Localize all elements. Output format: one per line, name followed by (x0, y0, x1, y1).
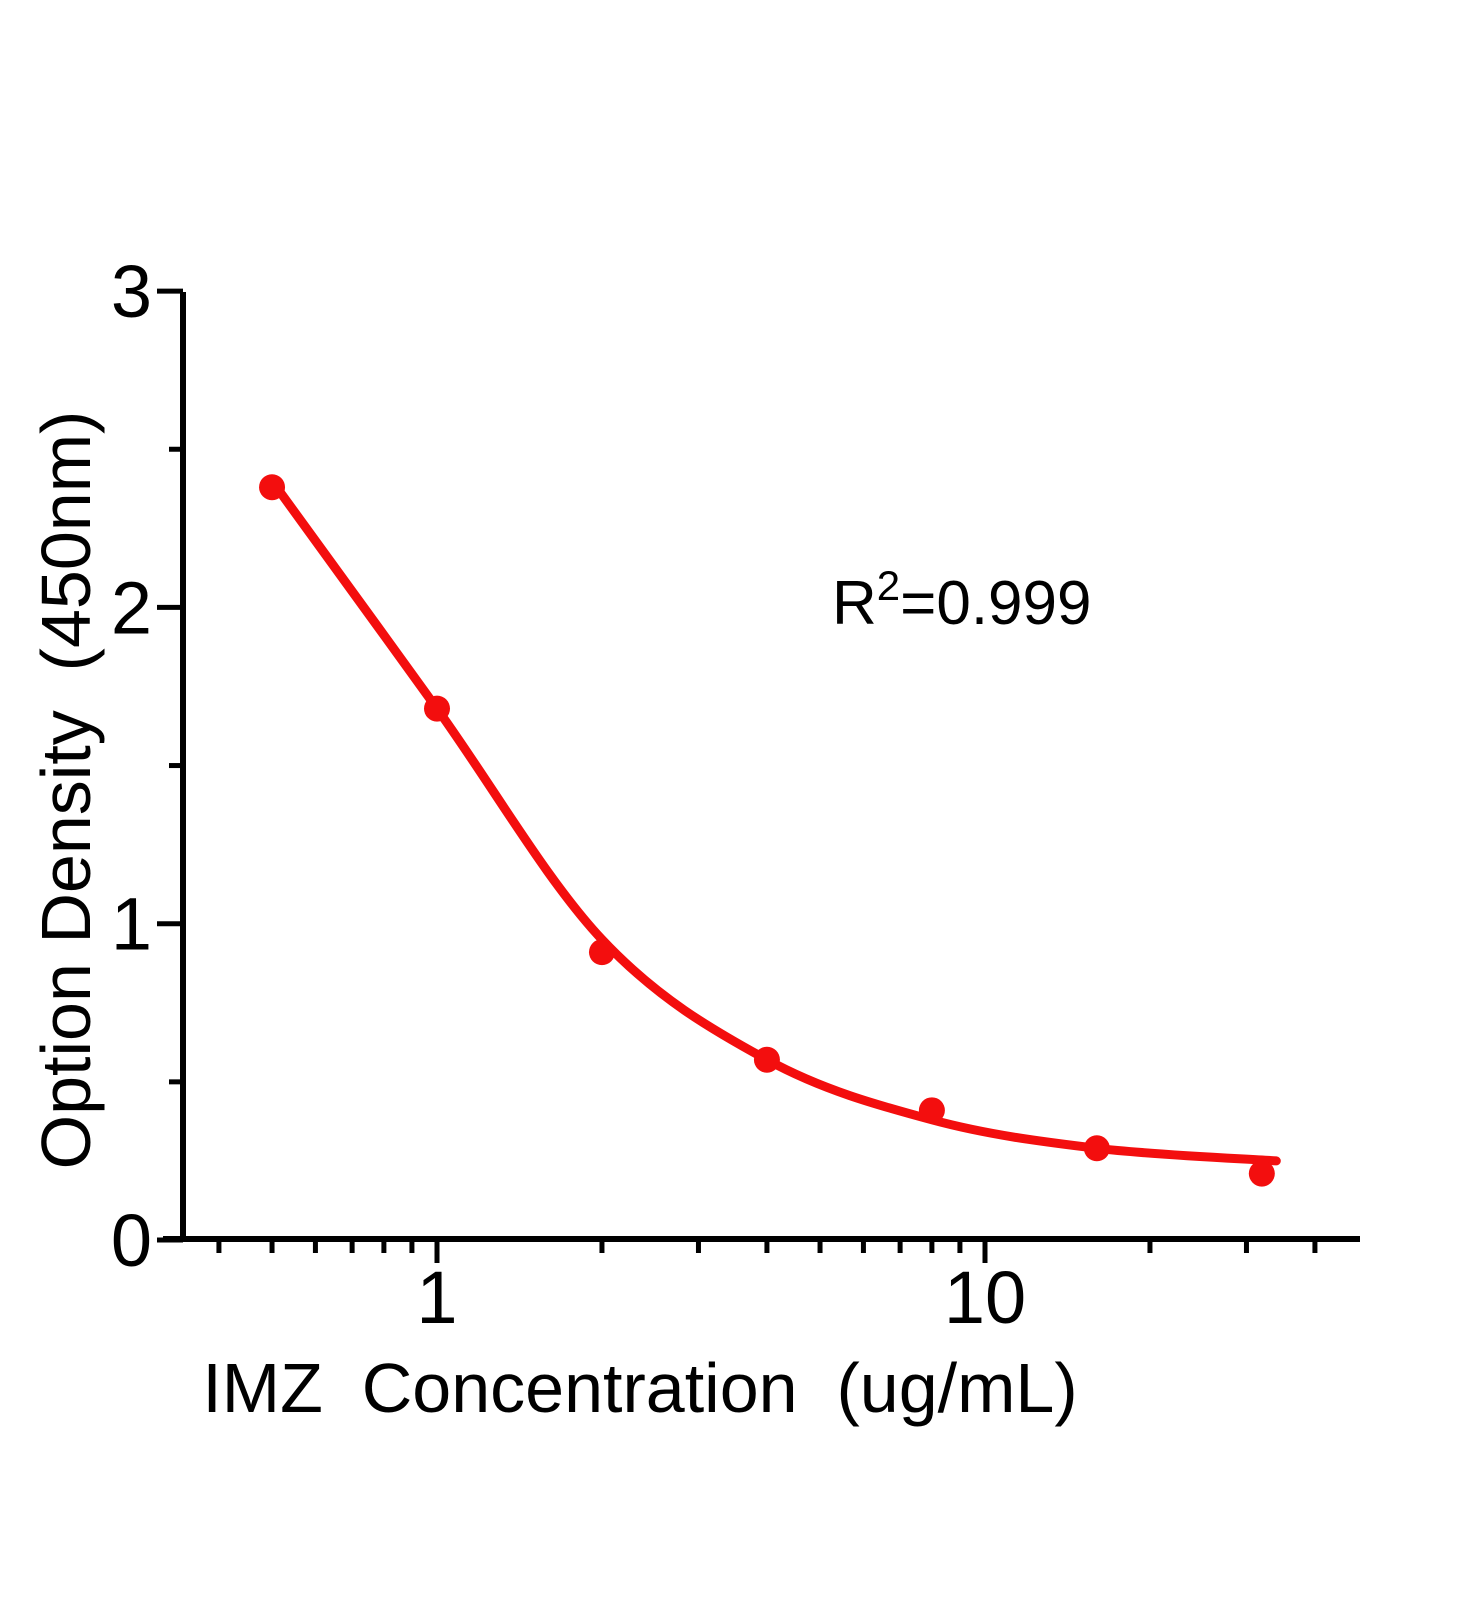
x-axis-tick-labels: 1 10 (416, 1256, 1026, 1339)
data-point-x0.5 (259, 474, 286, 501)
data-point-x16 (1083, 1135, 1110, 1162)
annotation-base: R (832, 569, 877, 638)
x-tick-label-1: 1 (416, 1256, 457, 1339)
annotation-superscript: 2 (877, 562, 900, 609)
data-point-x8 (918, 1097, 945, 1124)
y-axis-ticks (157, 288, 183, 1243)
data-point-x4 (753, 1046, 780, 1073)
x-axis-ticks (216, 1239, 1318, 1263)
y-tick-label-2: 2 (111, 566, 152, 649)
x-tick-label-10: 10 (944, 1256, 1026, 1339)
data-point-x1 (424, 695, 450, 722)
y-tick-label-3: 3 (111, 250, 152, 333)
data-point-x32 (1248, 1160, 1275, 1187)
data-point-x2 (588, 939, 615, 966)
y-tick-label-1: 1 (111, 883, 152, 966)
x-axis-label: IMZ Concentration (ug/mL) (202, 1349, 1077, 1427)
annotation-rest: =0.999 (900, 569, 1091, 638)
y-tick-label-0: 0 (111, 1199, 152, 1282)
y-axis-tick-labels: 0 1 2 3 (111, 250, 152, 1282)
data-points (259, 474, 1275, 1187)
y-axis-label: Option Density (450nm) (27, 411, 105, 1170)
r-squared-annotation: R2=0.999 (832, 562, 1092, 638)
